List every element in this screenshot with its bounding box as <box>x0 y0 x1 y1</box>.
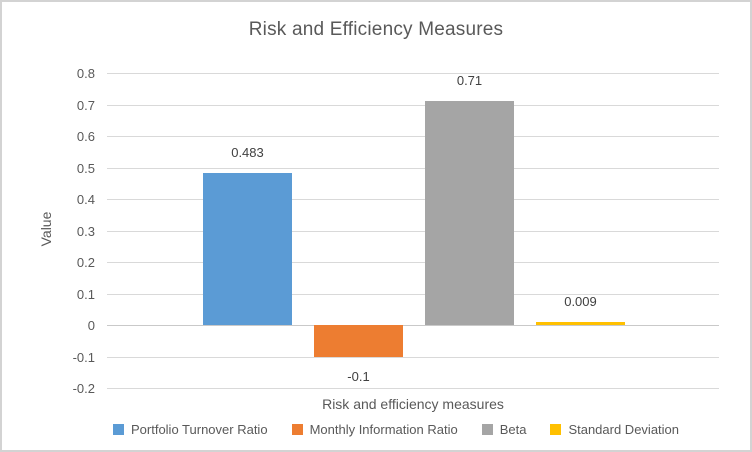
bar-data-label-portfolio-turnover-ratio: 0.483 <box>231 145 264 160</box>
legend-swatch-icon <box>481 424 493 435</box>
legend-item-monthly-information-ratio: Monthly Information Ratio <box>291 422 458 437</box>
bar-data-label-standard-deviation: 0.009 <box>564 294 597 309</box>
y-axis-tick-label: 0.6 <box>76 129 95 144</box>
plot-area: 0.483 -0.1 0.71 0.009 <box>107 73 719 389</box>
legend-item-portfolio-turnover-ratio: Portfolio Turnover Ratio <box>112 422 268 437</box>
y-axis-tick-label: 0.8 <box>76 66 95 81</box>
legend-swatch-icon <box>291 424 303 435</box>
gridline <box>107 325 719 326</box>
bar-beta <box>425 101 514 325</box>
y-axis-tick-label: 0.2 <box>76 255 95 270</box>
legend: Portfolio Turnover Ratio Monthly Informat… <box>2 422 750 437</box>
y-axis-tick-label: 0.3 <box>76 224 95 239</box>
y-axis-tick-label: -0.1 <box>72 350 95 365</box>
bar-portfolio-turnover-ratio <box>203 173 292 325</box>
y-axis-tick-label: 0.7 <box>76 98 95 113</box>
y-axis-tick-label: 0.1 <box>76 287 95 302</box>
gridline <box>107 168 719 169</box>
gridline <box>107 199 719 200</box>
y-axis-tick-label: -0.2 <box>72 381 95 396</box>
legend-swatch-icon <box>112 424 124 435</box>
legend-item-beta: Beta <box>481 422 527 437</box>
gridline <box>107 73 719 74</box>
y-axis-tick-label: 0.4 <box>76 192 95 207</box>
legend-label: Monthly Information Ratio <box>309 422 458 437</box>
gridline <box>107 294 719 295</box>
bar-standard-deviation <box>536 322 625 325</box>
x-axis-title: Risk and efficiency measures <box>322 396 504 412</box>
bar-monthly-information-ratio <box>314 325 403 357</box>
bar-data-label-monthly-information-ratio: -0.1 <box>347 369 370 384</box>
y-axis-tick-label: 0.5 <box>76 161 95 176</box>
legend-label: Beta <box>499 422 527 437</box>
gridline <box>107 136 719 137</box>
gridline <box>107 231 719 232</box>
y-axis-tick-label: 0 <box>87 318 95 333</box>
legend-label: Portfolio Turnover Ratio <box>130 422 268 437</box>
legend-label: Standard Deviation <box>568 422 680 437</box>
gridline <box>107 262 719 263</box>
bar-data-label-beta: 0.71 <box>456 73 483 88</box>
gridline <box>107 105 719 106</box>
chart-title: Risk and Efficiency Measures <box>248 19 504 40</box>
gridline <box>107 357 719 358</box>
legend-item-standard-deviation: Standard Deviation <box>550 422 679 437</box>
gridline <box>107 388 719 389</box>
legend-swatch-icon <box>550 424 562 435</box>
